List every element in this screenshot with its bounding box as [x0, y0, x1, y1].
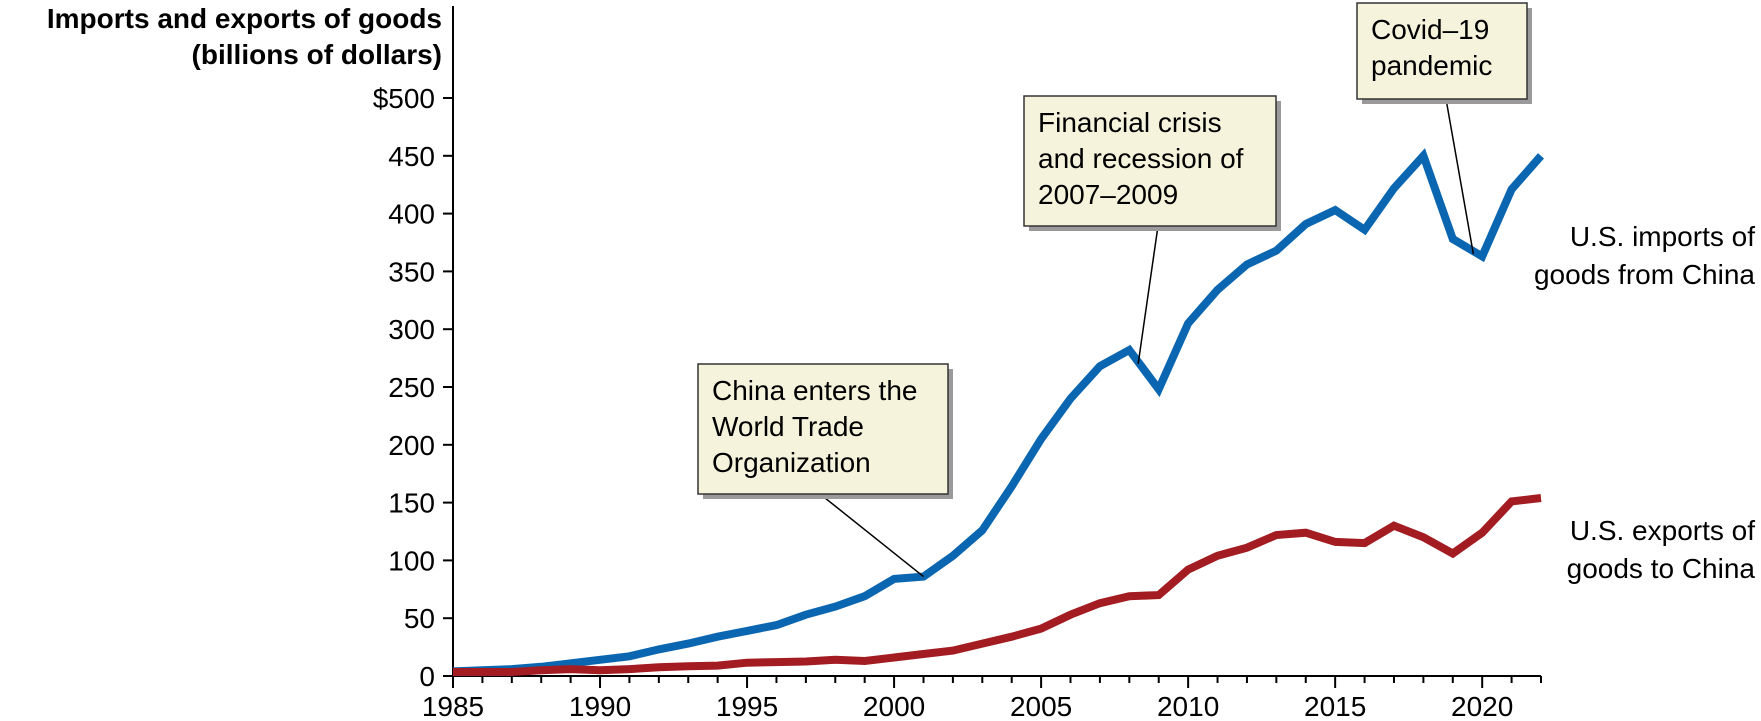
annotation-text: Organization — [712, 447, 871, 478]
x-tick-label: 2010 — [1157, 691, 1219, 721]
x-tick-label: 2020 — [1451, 691, 1513, 721]
y-tick-label: 50 — [404, 603, 435, 634]
exports-line — [453, 494, 1542, 676]
annotation-text: China enters the — [712, 375, 917, 406]
imports-line — [452, 148, 1545, 676]
imports-label-line: goods from China — [1534, 259, 1755, 290]
financial-crisis-annotation: Financial crisis and recession of 2007–200… — [1023, 95, 1281, 364]
y-tick-label: 200 — [388, 430, 435, 461]
annotation-text: pandemic — [1371, 50, 1492, 81]
y-tick-label: 250 — [388, 372, 435, 403]
annotation-box — [1023, 95, 1277, 227]
y-tick-label: 350 — [388, 256, 435, 287]
x-tick-label: 2000 — [863, 691, 925, 721]
exports-label-line: U.S. exports of — [1570, 515, 1755, 546]
imports-label: U.S. imports of goods from China — [1534, 221, 1755, 290]
y-tick-label: 400 — [388, 199, 435, 230]
covid-annotation: Covid–19 pandemic — [1356, 2, 1532, 255]
annotation-text: and recession of — [1038, 143, 1244, 174]
y-tick-label: 450 — [388, 141, 435, 172]
exports-label: U.S. exports of goods to China — [1567, 515, 1756, 584]
y-tick-label: 100 — [388, 545, 435, 576]
y-axis-title: Imports and exports of goods (billions o… — [47, 3, 442, 70]
annotation-box — [1356, 2, 1528, 100]
y-axis-title-line-2: (billions of dollars) — [192, 39, 442, 70]
annotation-leader-line — [1445, 98, 1475, 255]
series-labels: U.S. imports of goods from China U.S. expo… — [1534, 221, 1755, 584]
x-tick-label: 2005 — [1010, 691, 1072, 721]
x-tick-label: 1990 — [569, 691, 631, 721]
annotation-text: Financial crisis — [1038, 107, 1222, 138]
y-axis-ticks: 0 50 100 150 200 250 300 350 400 450 $500 — [373, 83, 453, 692]
x-tick-label: 2015 — [1304, 691, 1366, 721]
x-axis-ticks: 1985 1990 1995 2000 2005 2010 2015 2020 — [422, 676, 1542, 721]
annotation-leader-line — [1137, 225, 1159, 364]
exports-label-line: goods to China — [1567, 553, 1756, 584]
annotation-text: World Trade — [712, 411, 864, 442]
x-tick-label: 1995 — [716, 691, 778, 721]
series-lines — [452, 148, 1545, 676]
x-tick-label: 1985 — [422, 691, 484, 721]
y-axis-title-line-1: Imports and exports of goods — [47, 3, 442, 34]
imports-label-line: U.S. imports of — [1570, 221, 1755, 252]
annotation-text: 2007–2009 — [1038, 179, 1178, 210]
annotations: China enters the World Trade Organization F… — [697, 2, 1532, 578]
axes — [452, 6, 1541, 677]
y-tick-label: 0 — [419, 661, 435, 692]
y-tick-label: $500 — [373, 83, 435, 114]
y-tick-label: 150 — [388, 488, 435, 519]
wto-annotation: China enters the World Trade Organization — [697, 363, 953, 578]
y-tick-label: 300 — [388, 314, 435, 345]
annotation-text: Covid–19 — [1371, 14, 1489, 45]
annotation-box — [697, 363, 949, 495]
